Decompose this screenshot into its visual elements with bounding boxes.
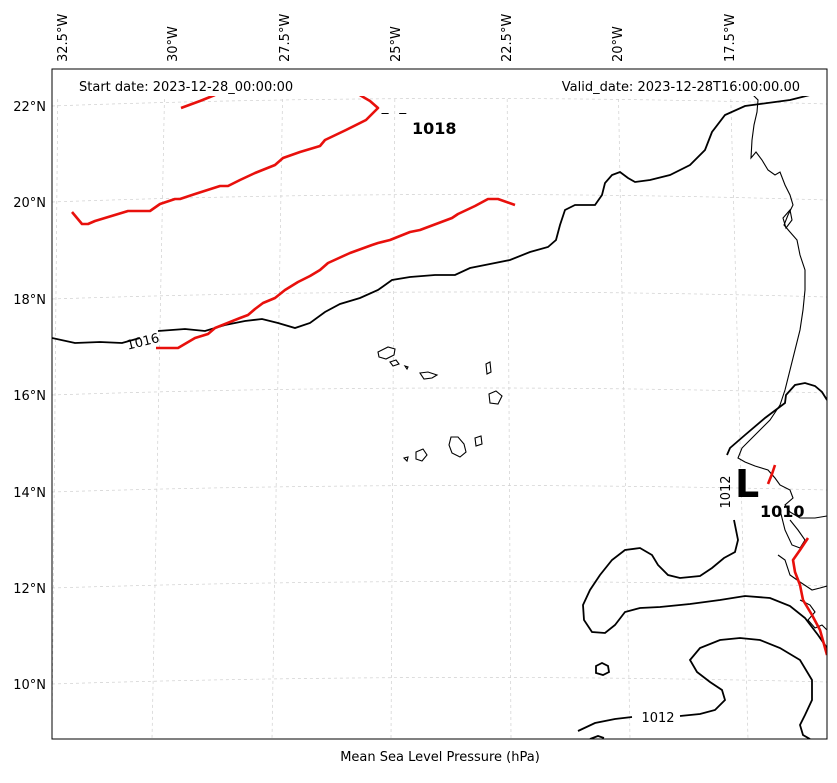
lat-tick: 18°N bbox=[13, 293, 46, 308]
map-caption: Mean Sea Level Pressure (hPa) bbox=[340, 750, 540, 765]
cape-verde-islands bbox=[377, 346, 503, 463]
trough-low-b bbox=[791, 537, 827, 656]
isobars bbox=[52, 91, 827, 739]
latitude-tick-labels: 22°N 20°N 18°N 16°N 14°N 12°N 10°N bbox=[13, 100, 46, 693]
lon-tick: 27.5°W bbox=[278, 14, 293, 62]
isobar-1012-south bbox=[577, 637, 813, 739]
map-frame bbox=[52, 69, 827, 739]
lon-tick: 25°W bbox=[389, 26, 404, 62]
ridge-north-2 bbox=[71, 92, 380, 226]
low-value: 1010 bbox=[760, 502, 805, 521]
lat-tick: 22°N bbox=[13, 100, 46, 115]
contour-label-1012-vertical: 1012 bbox=[719, 475, 734, 508]
lat-tick: 16°N bbox=[13, 389, 46, 404]
lon-tick: 17.5°W bbox=[723, 14, 738, 62]
gridlines bbox=[52, 69, 827, 739]
start-date-label: Start date: 2023-12-28_00:00:00 bbox=[79, 80, 293, 95]
lat-tick: 10°N bbox=[13, 678, 46, 693]
lon-tick: 22.5°W bbox=[500, 14, 515, 62]
high-letter: H bbox=[378, 106, 410, 150]
lat-tick: 20°N bbox=[13, 196, 46, 211]
low-letter: L bbox=[735, 462, 759, 506]
lat-tick: 14°N bbox=[13, 486, 46, 501]
isobar-edge bbox=[589, 735, 605, 739]
longitude-tick-labels: 32.5°W 30°W 27.5°W 25°W 22.5°W 20°W 17.5… bbox=[56, 14, 738, 62]
contour-label-1012-south: 1012 bbox=[641, 711, 674, 726]
high-value: 1018 bbox=[412, 119, 457, 138]
isobar-1016 bbox=[52, 91, 827, 344]
lon-tick: 20°W bbox=[611, 26, 626, 62]
lat-tick: 12°N bbox=[13, 582, 46, 597]
low-pressure-marker: L 1010 bbox=[735, 462, 805, 521]
trough-low-a bbox=[766, 464, 777, 485]
lon-tick: 30°W bbox=[166, 26, 181, 62]
valid-date-label: Valid_date: 2023-12-28T16:00:00.00 bbox=[562, 80, 800, 95]
isobar-1012-north bbox=[582, 382, 827, 649]
isobar-island-ring bbox=[595, 661, 610, 676]
high-pressure-marker: H 1018 bbox=[378, 106, 457, 150]
lon-tick: 32.5°W bbox=[56, 14, 71, 62]
ridge-middle bbox=[156, 197, 516, 350]
